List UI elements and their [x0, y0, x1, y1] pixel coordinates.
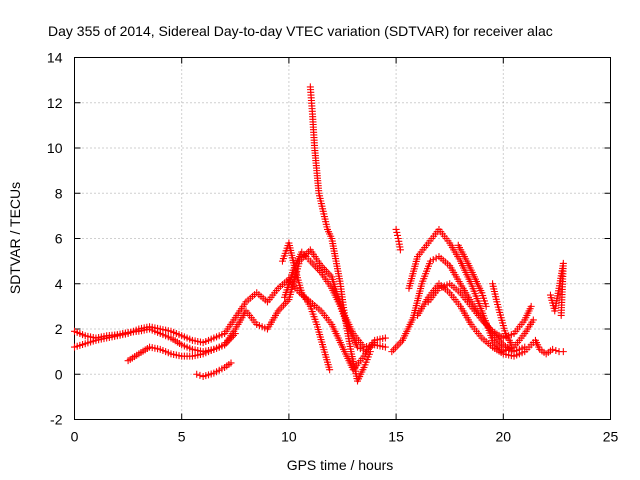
- data-point: [557, 311, 565, 319]
- data-point: [324, 269, 332, 277]
- data-marks: [71, 83, 567, 385]
- data-point: [527, 302, 535, 310]
- data-point: [392, 225, 400, 233]
- x-axis-label: GPS time / hours: [287, 457, 394, 473]
- data-point: [381, 334, 389, 342]
- y-tick-label: 4: [55, 276, 63, 292]
- data-point: [310, 261, 318, 269]
- data-point: [394, 231, 402, 239]
- data-point: [315, 267, 323, 275]
- x-tick-label: 15: [388, 429, 404, 445]
- y-tick-label: 6: [55, 231, 63, 247]
- x-tick-label: 5: [178, 429, 186, 445]
- data-point: [227, 359, 235, 367]
- x-tick-label: 10: [281, 429, 297, 445]
- data-point: [308, 259, 316, 267]
- data-point: [492, 340, 500, 348]
- data-point: [482, 302, 490, 310]
- data-point: [193, 370, 201, 378]
- y-tick-label: 14: [47, 50, 63, 66]
- x-tick-label: 20: [496, 429, 512, 445]
- axis-ticks: 0 5 10 15 20 25 -2 0 2 4 6 8 10 12 14: [47, 50, 619, 445]
- data-point: [390, 346, 398, 354]
- chart-title: Day 355 of 2014, Sidereal Day-to-day VTE…: [48, 23, 553, 39]
- y-tick-label: 8: [55, 185, 63, 201]
- data-point: [231, 330, 239, 338]
- data-point: [393, 228, 401, 236]
- data-point: [559, 348, 567, 356]
- data-point: [381, 343, 389, 351]
- data-point: [326, 366, 334, 374]
- data-point: [508, 341, 516, 349]
- data-point: [281, 299, 289, 307]
- y-tick-label: -2: [50, 412, 63, 428]
- data-point: [371, 339, 379, 347]
- data-point: [280, 301, 288, 309]
- x-tick-label: 25: [603, 429, 619, 445]
- data-point: [549, 345, 557, 353]
- data-point: [391, 344, 399, 352]
- data-point: [529, 316, 537, 324]
- data-point: [388, 348, 396, 356]
- y-tick-label: 2: [55, 321, 63, 337]
- data-point: [319, 264, 327, 272]
- data-point: [552, 346, 560, 354]
- y-tick-label: 10: [47, 140, 63, 156]
- y-axis-label: SDTVAR / TECUs: [7, 182, 23, 294]
- data-point: [278, 303, 286, 311]
- x-tick-label: 0: [71, 429, 79, 445]
- data-point: [196, 371, 204, 379]
- data-point: [498, 339, 506, 347]
- grid-lines: [74, 57, 611, 420]
- data-point: [393, 342, 401, 350]
- y-tick-label: 0: [55, 366, 63, 382]
- data-point: [301, 251, 309, 259]
- data-point: [496, 337, 504, 345]
- y-tick-label: 12: [47, 95, 63, 111]
- data-point: [276, 305, 284, 313]
- data-point: [396, 246, 404, 254]
